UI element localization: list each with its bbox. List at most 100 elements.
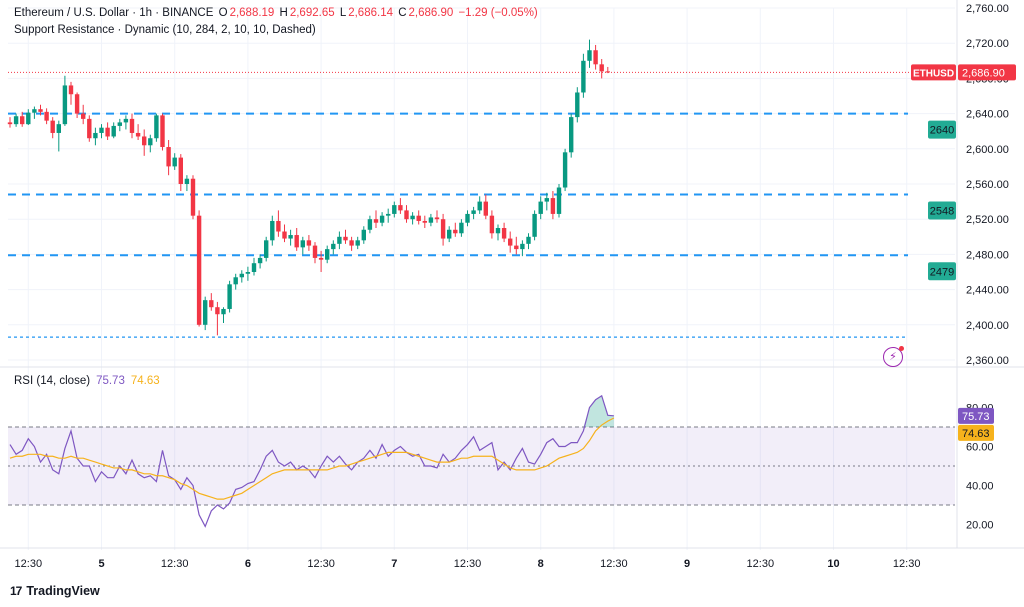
candle (337, 231, 342, 250)
candle (13, 113, 19, 127)
sr-level-label-text: 2640 (930, 125, 954, 137)
candle-body (361, 229, 366, 241)
ticker-tag-bg (911, 64, 956, 81)
lightning-icon[interactable]: ⚡ (883, 346, 904, 367)
candle-body (105, 127, 110, 137)
candle (160, 113, 165, 151)
candle-body (459, 222, 464, 234)
candle (209, 293, 214, 311)
candle-body (251, 263, 257, 272)
candle-body (257, 257, 263, 264)
candle-body (20, 116, 25, 125)
candle (422, 215, 427, 228)
candle (87, 115, 92, 142)
price-axis[interactable]: 2,760.002,720.002,680.002,640.002,600.00… (911, 3, 1016, 532)
candle-body (465, 213, 470, 223)
sr-level-label-bg (928, 262, 956, 281)
candle (135, 124, 141, 140)
brand-name: TradingView (26, 584, 100, 598)
candle (379, 212, 385, 227)
candle (453, 222, 458, 237)
candle (233, 273, 238, 290)
candle-body (233, 277, 238, 285)
candle (532, 210, 537, 241)
candle (227, 280, 232, 313)
candle (581, 53, 586, 98)
candle (148, 134, 153, 153)
time-axis[interactable]: 12:30 5 12:30 6 12:30 7 12:30 8 12:30 9 12:30 10 12:… (15, 558, 921, 570)
candle (471, 206, 476, 220)
candle (562, 148, 568, 192)
candle-body (373, 219, 379, 223)
candle (367, 215, 373, 234)
rsi-legend-value: 75.73 (96, 375, 125, 387)
candle-body (532, 213, 537, 237)
candle (221, 307, 226, 324)
rsi-legend[interactable]: RSI (14, close) 75.73 74.63 (14, 375, 162, 387)
sr-level-label-text: 2479 (930, 266, 954, 278)
candle-body (398, 205, 403, 211)
candle-body (501, 228, 507, 239)
candle-body (312, 245, 318, 258)
candle (361, 226, 366, 244)
price-tick-label: 2,520.00 (966, 214, 1009, 226)
candle-body (599, 64, 604, 72)
price-tick-label: 2,600.00 (966, 144, 1009, 156)
high-value: 2,692.65 (289, 7, 335, 19)
rsi-value-tag: 75.73 (958, 407, 994, 424)
candle-body (32, 109, 37, 113)
price-tick-label: 2,440.00 (966, 285, 1009, 297)
candle (392, 201, 397, 218)
candle (74, 92, 80, 118)
time-tick-label: 6 (245, 558, 251, 570)
candle (7, 117, 13, 128)
indicator-title: Support Resistance · Dynamic (10, 284, 2… (14, 24, 316, 36)
candle-body (215, 307, 220, 315)
candle-body (93, 132, 98, 139)
candle (428, 213, 434, 227)
tradingview-logo[interactable]: 17 TradingView (10, 584, 100, 598)
candle-body (209, 300, 214, 308)
candle (520, 240, 525, 257)
candle-body (575, 92, 580, 118)
candle-body (337, 236, 342, 244)
candle (410, 212, 415, 225)
candle (440, 213, 446, 246)
candle-body (160, 115, 165, 148)
rsi-tick-label: 20.00 (966, 520, 994, 532)
indicator-legend[interactable]: Support Resistance · Dynamic (10, 284, 2… (14, 24, 318, 36)
candle (44, 108, 49, 125)
candle (26, 109, 31, 126)
candle-body (7, 122, 13, 125)
candle-body (68, 85, 74, 95)
candle (196, 210, 202, 327)
candle (373, 210, 379, 228)
time-tick-label: 8 (538, 558, 544, 570)
last-price-tag-bg (958, 64, 1016, 81)
candle (312, 242, 318, 264)
candle-body (270, 220, 275, 241)
candle (550, 191, 556, 220)
candle-body (239, 273, 244, 278)
candle-body (367, 219, 373, 230)
candle (556, 184, 562, 218)
rsi-value-tag-bg (958, 407, 994, 424)
candle-body (196, 215, 202, 325)
price-tick-label: 2,640.00 (966, 109, 1009, 121)
candle-body (495, 228, 501, 234)
candle (62, 75, 68, 126)
candle-body (276, 220, 281, 232)
time-tick-label: 12:30 (747, 558, 775, 570)
candle-body (605, 71, 610, 73)
candle (166, 140, 171, 176)
candle-body (87, 118, 92, 139)
candle (56, 120, 61, 152)
candle-body (556, 187, 562, 214)
rsi-ma-tag-bg (958, 424, 994, 441)
time-tick-label: 12:30 (600, 558, 628, 570)
candle-body (172, 157, 177, 167)
rsi-title: RSI (14, close) (14, 375, 91, 387)
candle-body (343, 236, 348, 241)
